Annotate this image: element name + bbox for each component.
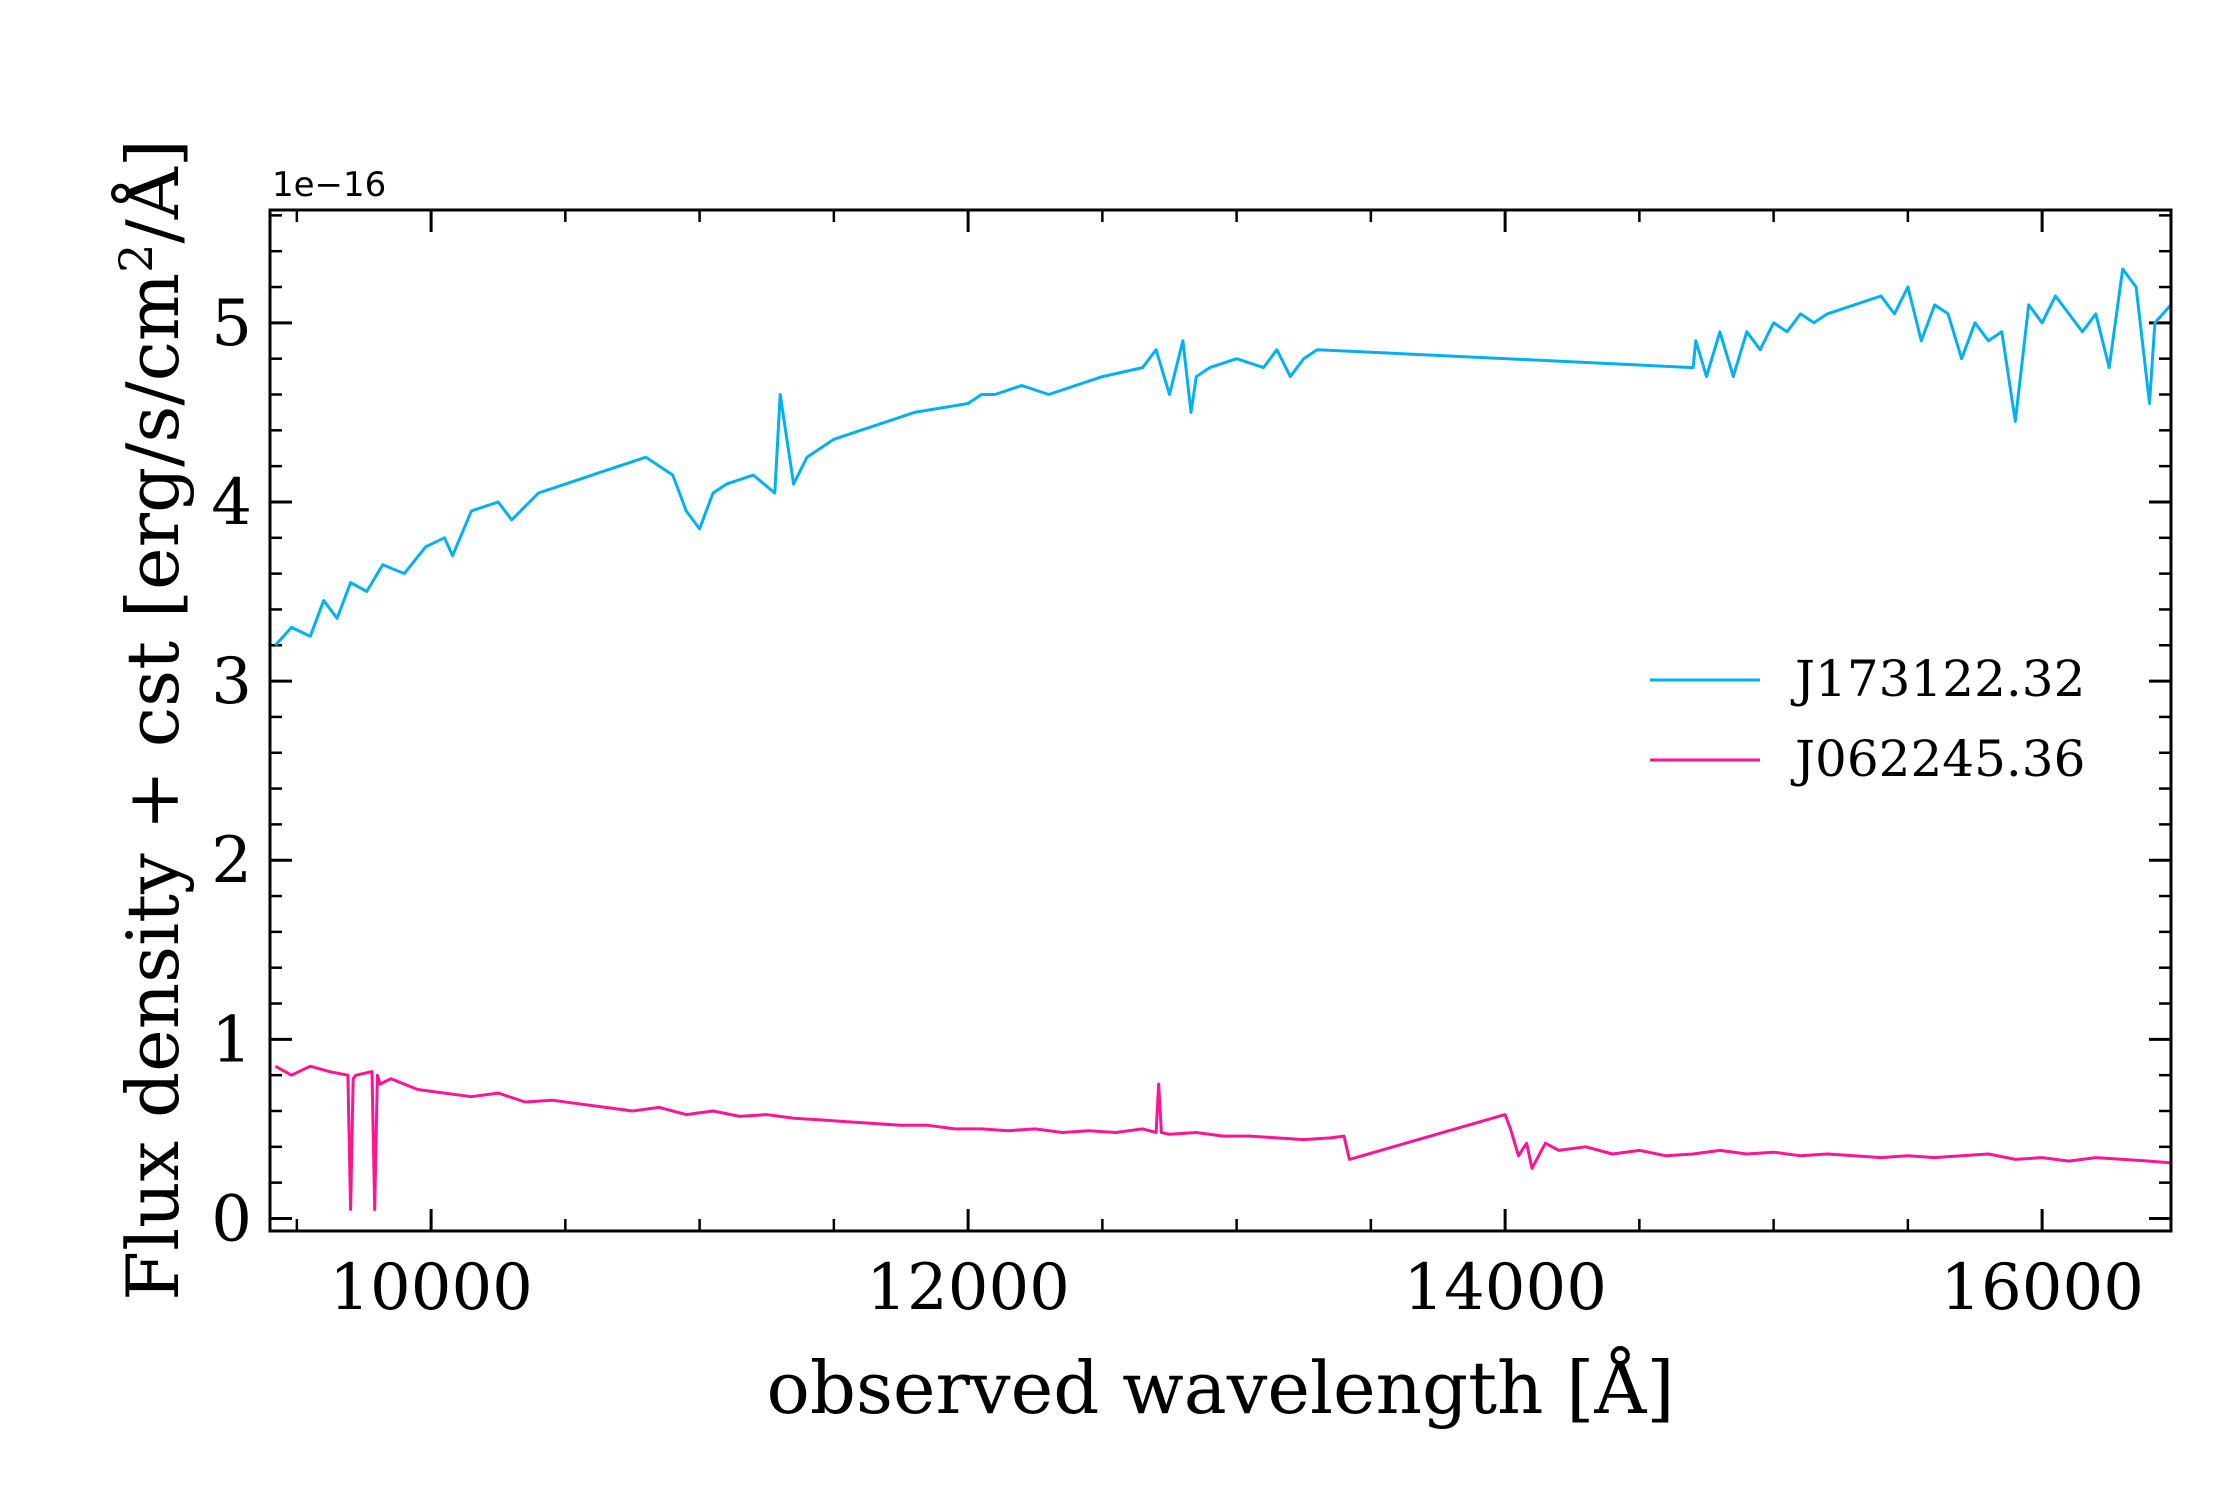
y-tick-label: 5 (211, 287, 252, 361)
offset-label: 1e−16 (272, 165, 386, 205)
series-line-1 (274, 1064, 2172, 1211)
y-axis-label-main: Flux density + cst [erg/s/cm (111, 273, 195, 1301)
legend-label-1: J062245.36 (1790, 730, 2085, 788)
y-tick-label: 2 (211, 824, 252, 898)
x-tick-label: 14000 (1403, 1251, 1607, 1325)
x-tick-label: 10000 (329, 1251, 533, 1325)
legend: J173122.32 J062245.36 (1650, 650, 2085, 788)
labels-layer: 10000 12000 14000 16000 0 1 2 3 4 5 1e−16 observed … (109, 139, 2144, 1430)
series-layer (274, 267, 2173, 1211)
x-tick-label: 16000 (1940, 1251, 2144, 1325)
y-tick-label: 0 (211, 1182, 252, 1256)
x-axis-label: observed wavelength [Å] (767, 1345, 1675, 1430)
y-axis-label-superscript: 2 (109, 244, 163, 273)
series-line-0 (274, 267, 2173, 647)
x-tick-label: 12000 (866, 1251, 1070, 1325)
legend-label-0: J173122.32 (1790, 650, 2085, 708)
ticks-layer (270, 210, 2171, 1231)
y-axis-label-tail: /Å] (110, 139, 195, 243)
axes-frame (268, 208, 2173, 1233)
y-axis-label: Flux density + cst [erg/s/cm2/Å] (109, 139, 195, 1301)
y-tick-label: 1 (211, 1003, 252, 1077)
y-tick-label: 3 (211, 645, 252, 719)
y-tick-label: 4 (211, 466, 252, 540)
